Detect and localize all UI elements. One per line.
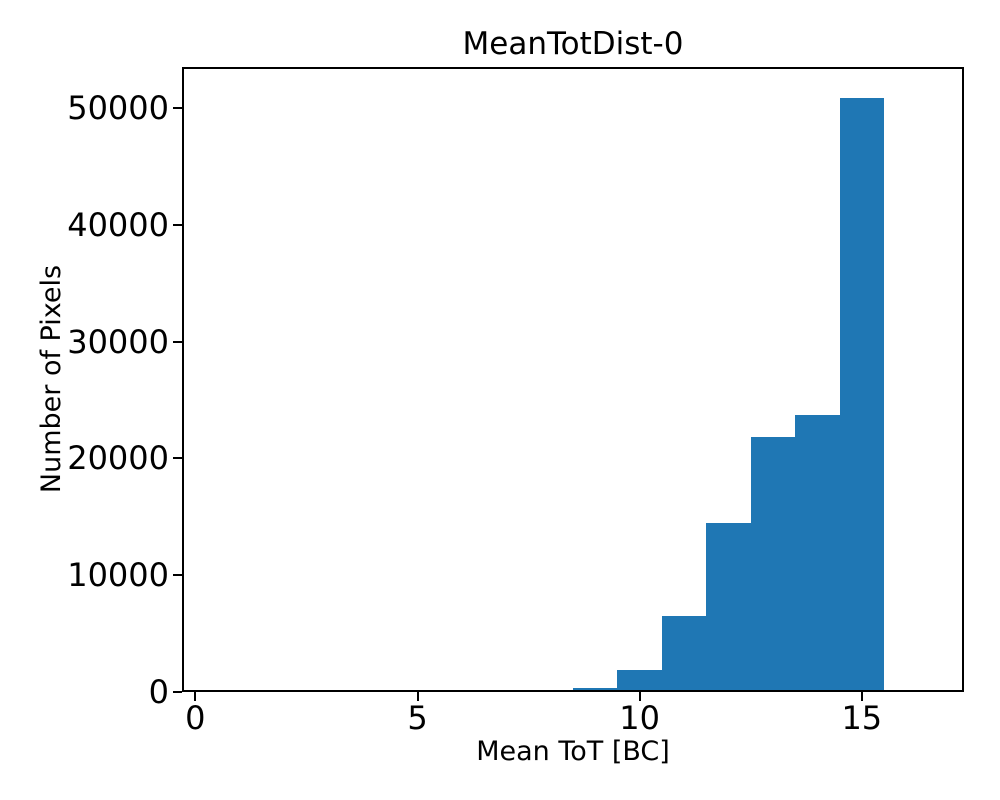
x-tick-label: 5 [407,699,428,737]
y-tick-label: 30000 [67,322,169,361]
y-tick [173,691,182,693]
x-tick-label: 15 [841,699,883,737]
y-tick-label: 0 [148,673,169,711]
histogram-bar [706,522,751,692]
x-tick [194,692,197,701]
x-tick-label: 0 [185,699,206,737]
chart-title: MeanTotDist-0 [462,26,684,62]
y-tick-label: 40000 [67,205,169,244]
histogram-bar [617,670,662,692]
y-axis-label-text: Number of Pixels [36,264,67,494]
y-tick [173,574,182,577]
histogram-bar [573,688,618,692]
histogram-bar [839,97,884,692]
x-tick [860,692,863,701]
x-tick [416,692,419,701]
plot-area: 0 5 10 15 0 10000 20000 30000 40000 50000 [67,67,964,736]
y-tick [173,106,182,109]
y-tick-label: 20000 [67,439,169,478]
histogram-bar [661,616,707,692]
histogram-bar [795,414,840,692]
x-axis-label: Mean ToT [BC] [476,736,670,767]
y-tick [173,340,182,343]
x-tick-label: 10 [619,699,660,737]
y-tick-label: 50000 [67,88,169,127]
y-tick-label: 10000 [67,556,169,595]
y-tick [173,457,182,460]
histogram-bar [750,436,796,692]
y-tick [173,223,182,226]
x-tick [638,692,641,701]
